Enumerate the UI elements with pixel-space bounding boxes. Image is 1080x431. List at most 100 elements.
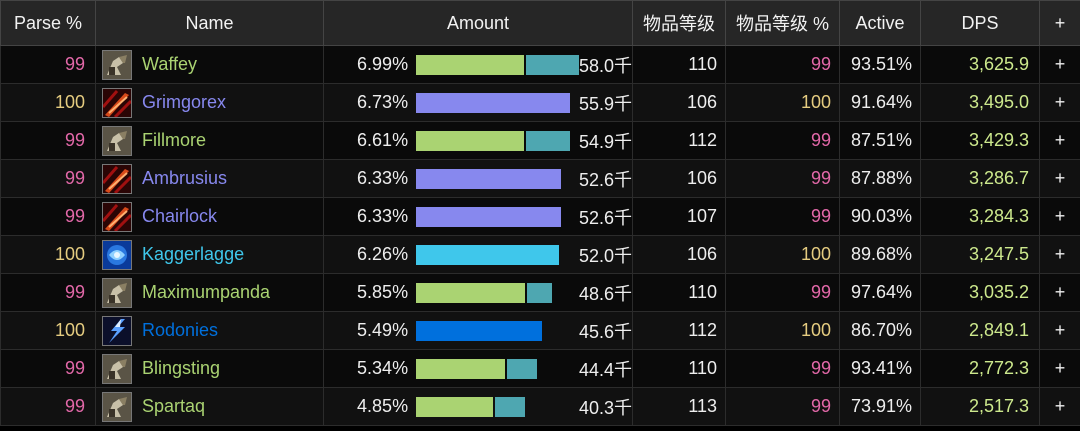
ilvl-pct-cell: 99 — [725, 273, 840, 312]
name-cell[interactable]: Fillmore — [95, 121, 324, 160]
amount-cell: 6.33% 52.6千 — [323, 197, 633, 236]
dps-cell: 2,772.3 — [920, 349, 1040, 388]
expand-row-button[interactable]: + — [1039, 159, 1080, 198]
ilvl-pct-value: 99 — [810, 282, 831, 302]
table-row[interactable]: 99 Maximumpanda 5.85% 48.6千 110 99 97.64% 3,035… — [0, 273, 1080, 312]
active-cell: 86.70% — [839, 311, 921, 350]
hunter-icon — [102, 125, 132, 156]
ilvl-pct-value: 99 — [810, 130, 831, 150]
ilvl-pct-value: 100 — [800, 244, 831, 264]
amount-cell: 6.73% 55.9千 — [323, 83, 633, 122]
amount-bar-pet — [526, 54, 580, 75]
name-cell[interactable]: Ambrusius — [95, 159, 324, 198]
amount-bar-main — [416, 396, 494, 417]
header-active[interactable]: Active — [839, 0, 921, 46]
amount-bar — [416, 282, 569, 303]
expand-row-button[interactable]: + — [1039, 311, 1080, 350]
expand-row-button[interactable]: + — [1039, 349, 1080, 388]
player-name-link[interactable]: Waffey — [142, 54, 198, 74]
table-row[interactable]: 100 Rodonies 5.49% 45.6千 112 100 86.70% 2,849.1… — [0, 311, 1080, 350]
dps-cell: 3,625.9 — [920, 45, 1040, 84]
parse-value: 99 — [64, 130, 85, 150]
player-name-link[interactable]: Grimgorex — [142, 92, 227, 112]
name-cell[interactable]: Maximumpanda — [95, 273, 324, 312]
amount-value: 55.9千 — [578, 93, 632, 114]
active-cell: 91.64% — [839, 83, 921, 122]
ilvl-cell: 110 — [632, 349, 726, 388]
header-amount[interactable]: Amount — [323, 0, 633, 46]
name-cell[interactable]: Rodonies — [95, 311, 324, 350]
warlock-icon — [101, 87, 133, 118]
name-cell[interactable]: Spartaq — [95, 387, 324, 426]
table-row[interactable]: 100 Kaggerlagge 6.26% 52.0千 106 100 89.68% 3,24… — [0, 235, 1080, 274]
header-name[interactable]: Name — [95, 0, 324, 46]
warlock-icon — [101, 201, 133, 232]
table-row[interactable]: 99 Waffey 6.99% 58.0千 110 99 93.51% 3,625.9 + — [0, 45, 1080, 84]
header-dps[interactable]: DPS — [920, 0, 1040, 46]
name-cell[interactable]: Waffey — [95, 45, 324, 84]
ilvl-cell: 112 — [632, 121, 726, 160]
parse-cell: 99 — [0, 121, 96, 160]
parse-value: 100 — [54, 320, 85, 340]
amount-cell: 6.99% 58.0千 — [323, 45, 633, 84]
header-ilvl[interactable]: 物品等级 — [632, 0, 726, 46]
name-cell[interactable]: Chairlock — [95, 197, 324, 236]
table-row[interactable]: 99 Blingsting 5.34% 44.4千 110 99 93.41% 2,772.3… — [0, 349, 1080, 388]
amount-percent: 5.85% — [357, 282, 409, 302]
expand-row-button[interactable]: + — [1039, 387, 1080, 426]
hunter-icon — [102, 353, 132, 384]
name-cell[interactable]: Kaggerlagge — [95, 235, 324, 274]
amount-bar — [416, 244, 569, 265]
parse-cell: 100 — [0, 83, 96, 122]
parse-cell: 99 — [0, 197, 96, 236]
ilvl-pct-cell: 99 — [725, 349, 840, 388]
parse-cell: 99 — [0, 273, 96, 312]
header-ilvl-pct[interactable]: 物品等级 % — [725, 0, 840, 46]
ilvl-cell: 106 — [632, 235, 726, 274]
player-name-link[interactable]: Ambrusius — [142, 168, 228, 188]
expand-row-button[interactable]: + — [1039, 273, 1080, 312]
amount-value: 40.3千 — [578, 397, 632, 418]
player-name-link[interactable]: Rodonies — [142, 320, 219, 340]
expand-row-button[interactable]: + — [1039, 83, 1080, 122]
table-row[interactable]: 99 Spartaq 4.85% 40.3千 113 99 73.91% 2,517.3 + — [0, 387, 1080, 426]
active-cell: 89.68% — [839, 235, 921, 274]
table-row[interactable]: 99 Ambrusius 6.33% 52.6千 106 99 87.88% 3,286.7 + — [0, 159, 1080, 198]
player-name-link[interactable]: Maximumpanda — [142, 282, 271, 302]
amount-cell: 5.49% 45.6千 — [323, 311, 633, 350]
player-name-link[interactable]: Blingsting — [142, 358, 221, 378]
amount-bar — [416, 130, 571, 151]
player-name-link[interactable]: Kaggerlagge — [142, 244, 245, 264]
expand-row-button[interactable]: + — [1039, 197, 1080, 236]
expand-row-button[interactable]: + — [1039, 45, 1080, 84]
parse-value: 100 — [54, 92, 85, 112]
active-cell: 93.51% — [839, 45, 921, 84]
name-cell[interactable]: Blingsting — [95, 349, 324, 388]
parse-cell: 100 — [0, 235, 96, 274]
ilvl-pct-cell: 99 — [725, 121, 840, 160]
dps-cell: 3,495.0 — [920, 83, 1040, 122]
ilvl-cell: 106 — [632, 159, 726, 198]
player-name-link[interactable]: Fillmore — [142, 130, 207, 150]
table-row[interactable]: 99 Chairlock 6.33% 52.6千 107 99 90.03% 3,284.3 + — [0, 197, 1080, 236]
table-row[interactable]: 99 Fillmore 6.61% 54.9千 112 99 87.51% 3,429.3 + — [0, 121, 1080, 160]
player-name-link[interactable]: Spartaq — [142, 396, 206, 416]
player-name-link[interactable]: Chairlock — [142, 206, 218, 226]
expand-row-button[interactable]: + — [1039, 235, 1080, 274]
amount-value: 54.9千 — [578, 131, 632, 152]
amount-percent: 4.85% — [357, 396, 409, 416]
parse-value: 100 — [54, 244, 85, 264]
expand-row-button[interactable]: + — [1039, 121, 1080, 160]
amount-value: 45.6千 — [578, 321, 632, 342]
amount-bar-pet — [526, 130, 571, 151]
hunter-icon — [102, 277, 132, 308]
amount-percent: 6.26% — [357, 244, 409, 264]
amount-percent: 6.73% — [357, 92, 409, 112]
amount-cell: 5.34% 44.4千 — [323, 349, 633, 388]
table-row[interactable]: 100 Grimgorex 6.73% 55.9千 106 100 91.64% 3,495.… — [0, 83, 1080, 122]
header-parse[interactable]: Parse % — [0, 0, 96, 46]
amount-cell: 6.26% 52.0千 — [323, 235, 633, 274]
header-add-column[interactable]: + — [1039, 0, 1080, 46]
name-cell[interactable]: Grimgorex — [95, 83, 324, 122]
ilvl-pct-cell: 99 — [725, 45, 840, 84]
